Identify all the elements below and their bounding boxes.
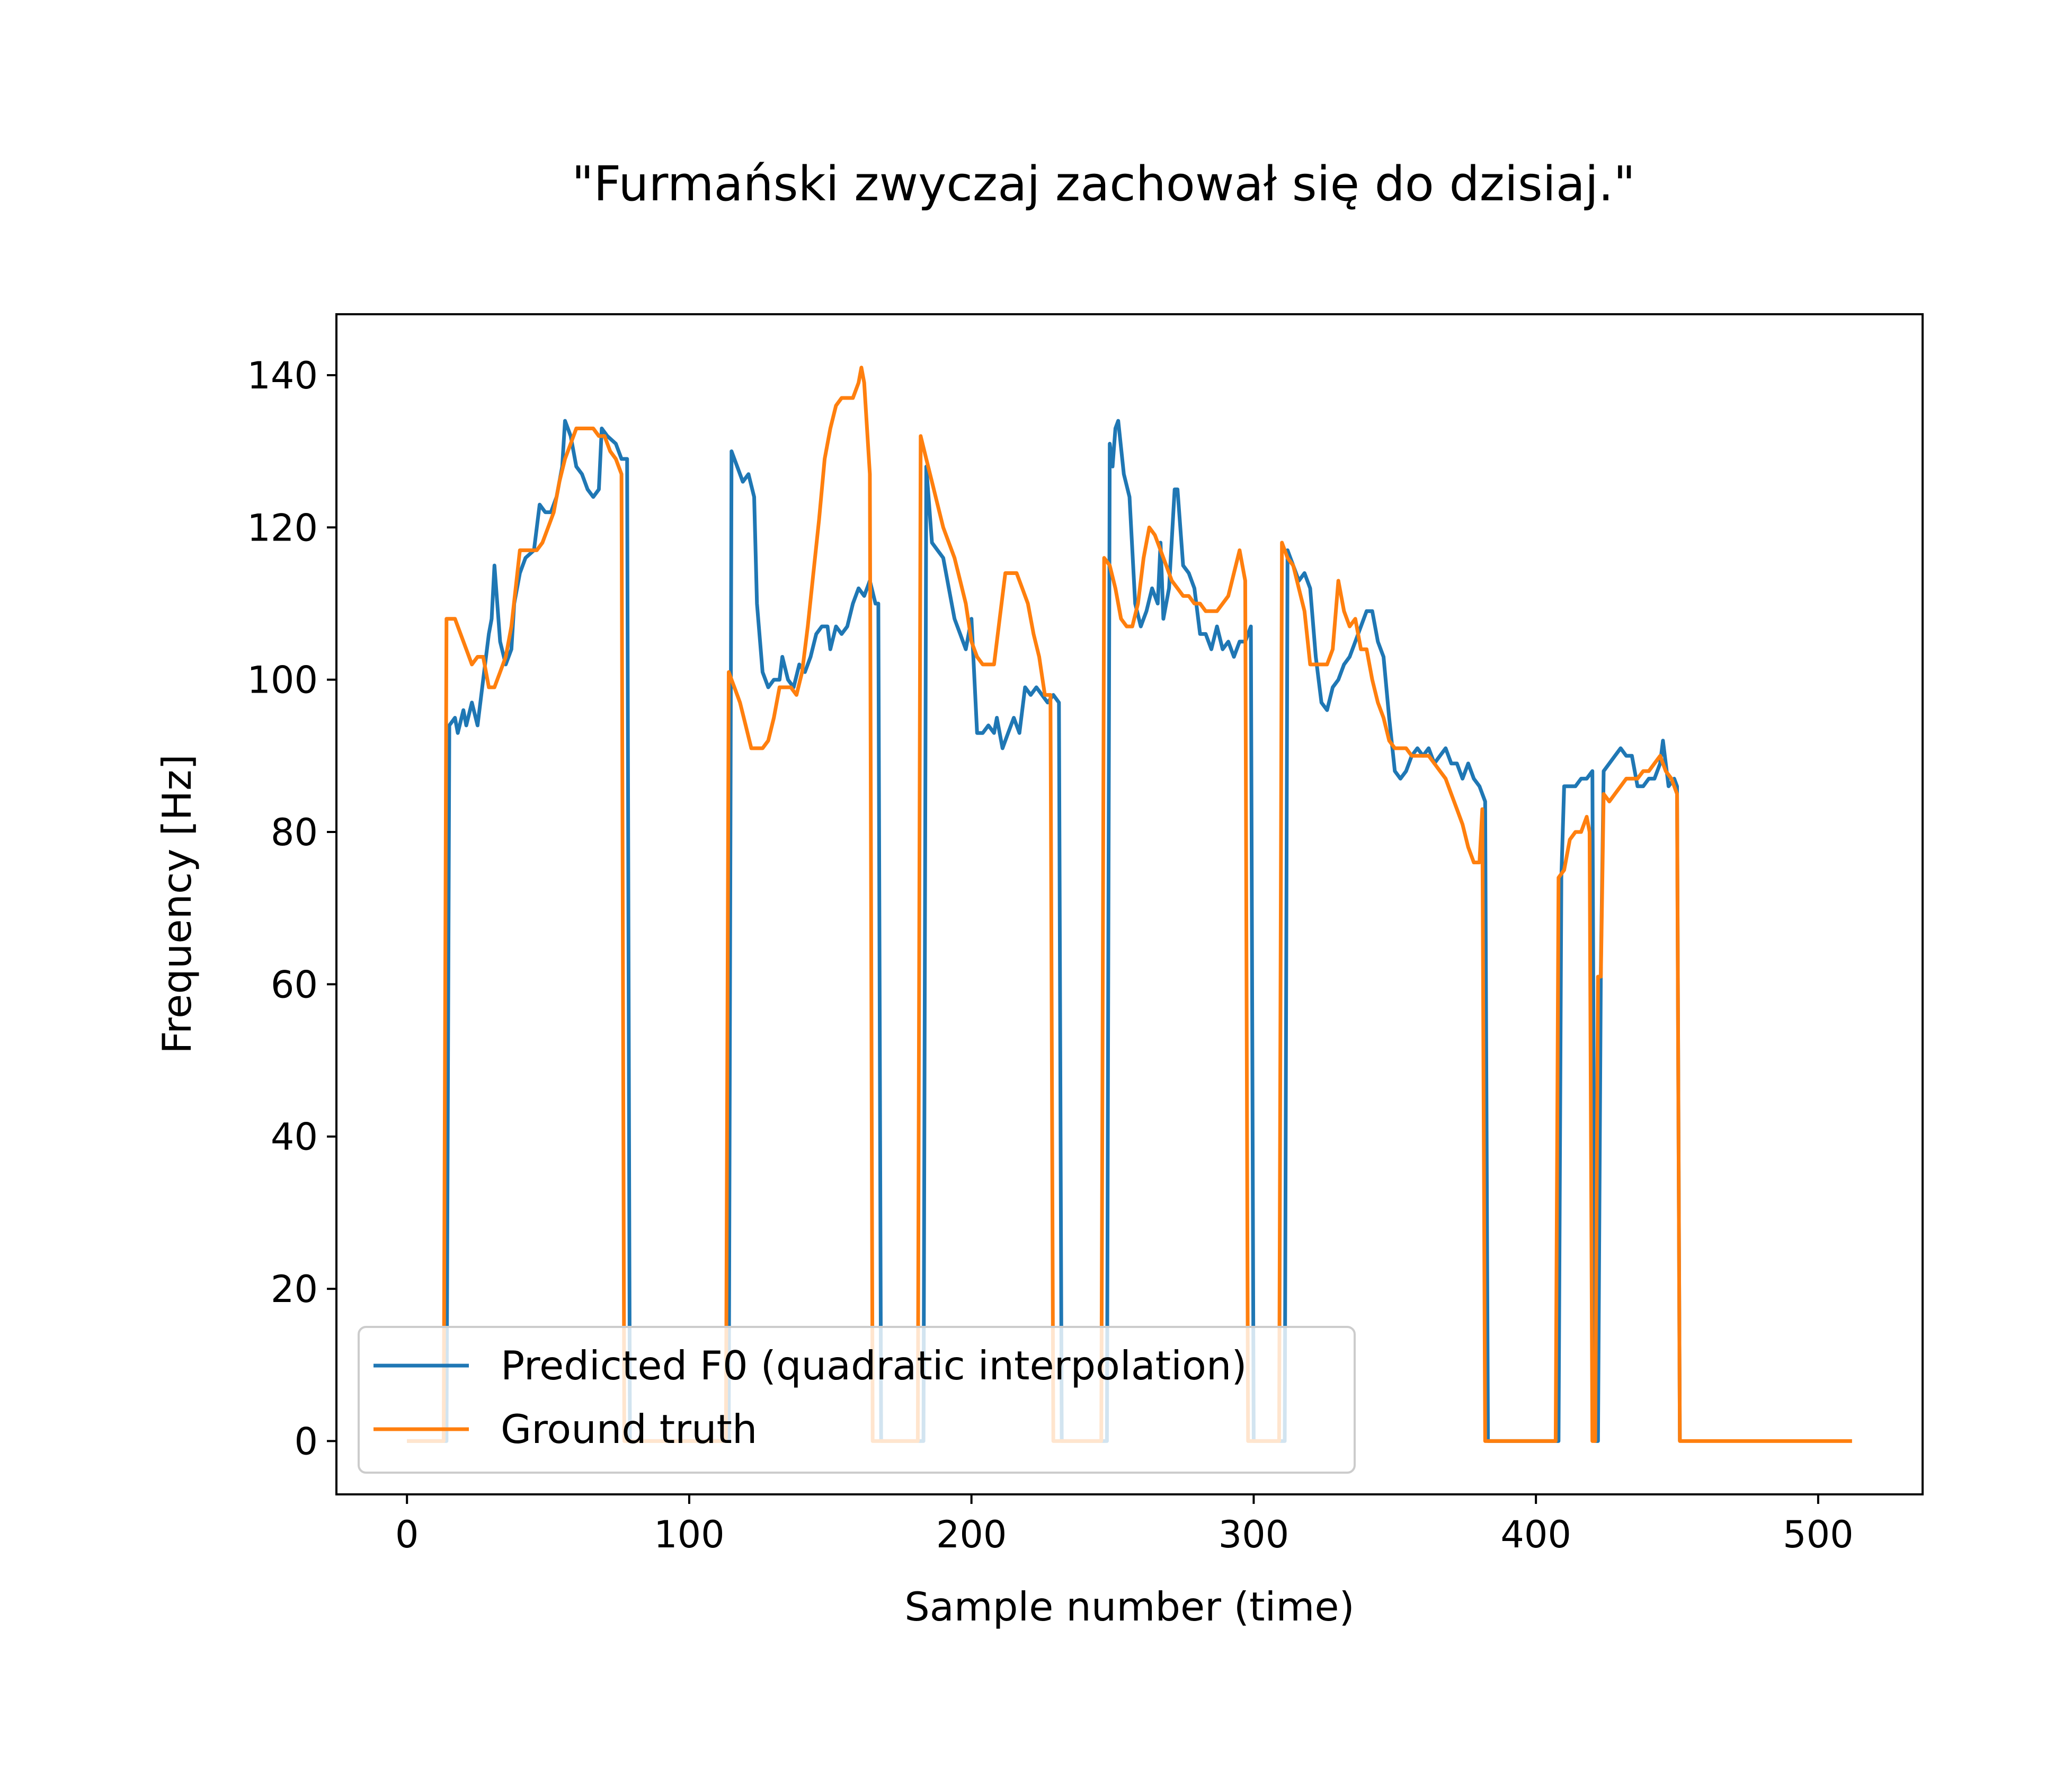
y-tick-label: 80	[271, 811, 318, 854]
series-line-1	[407, 366, 1852, 1443]
legend-box	[358, 1326, 1356, 1474]
y-tick-label: 60	[271, 963, 318, 1006]
x-tick-label: 300	[1219, 1513, 1290, 1556]
x-tick-label: 200	[936, 1513, 1007, 1556]
y-tick-label: 120	[247, 506, 318, 550]
y-axis: 0 20 40 60 80 100 120 140	[247, 354, 336, 1463]
x-tick-label: 400	[1500, 1513, 1571, 1556]
x-tick-label: 100	[654, 1513, 725, 1556]
x-tick-label: 0	[395, 1513, 419, 1556]
x-tick-label: 500	[1783, 1513, 1854, 1556]
legend: Predicted F0 (quadratic interpolation) G…	[358, 1326, 1356, 1474]
y-axis-label: Frequency [Hz]	[154, 754, 200, 1054]
y-tick-label: 140	[247, 354, 318, 397]
legend-label-ground-truth: Ground truth	[501, 1406, 757, 1453]
x-axis: 0 100 200 300 400 500	[395, 1494, 1854, 1556]
series-layer	[407, 366, 1852, 1443]
plot-frame	[335, 313, 1924, 1495]
plot-area	[407, 366, 1852, 1443]
legend-label-predicted: Predicted F0 (quadratic interpolation)	[501, 1342, 1247, 1389]
y-tick-label: 20	[271, 1268, 318, 1311]
x-axis-label: Sample number (time)	[904, 1583, 1355, 1630]
series-line-0	[407, 419, 1682, 1443]
y-tick-label: 40	[271, 1115, 318, 1159]
y-tick-label: 0	[294, 1420, 318, 1463]
y-tick-label: 100	[247, 659, 318, 702]
chart-title: "Furmański zwyczaj zachował się do dzisi…	[572, 156, 1635, 212]
